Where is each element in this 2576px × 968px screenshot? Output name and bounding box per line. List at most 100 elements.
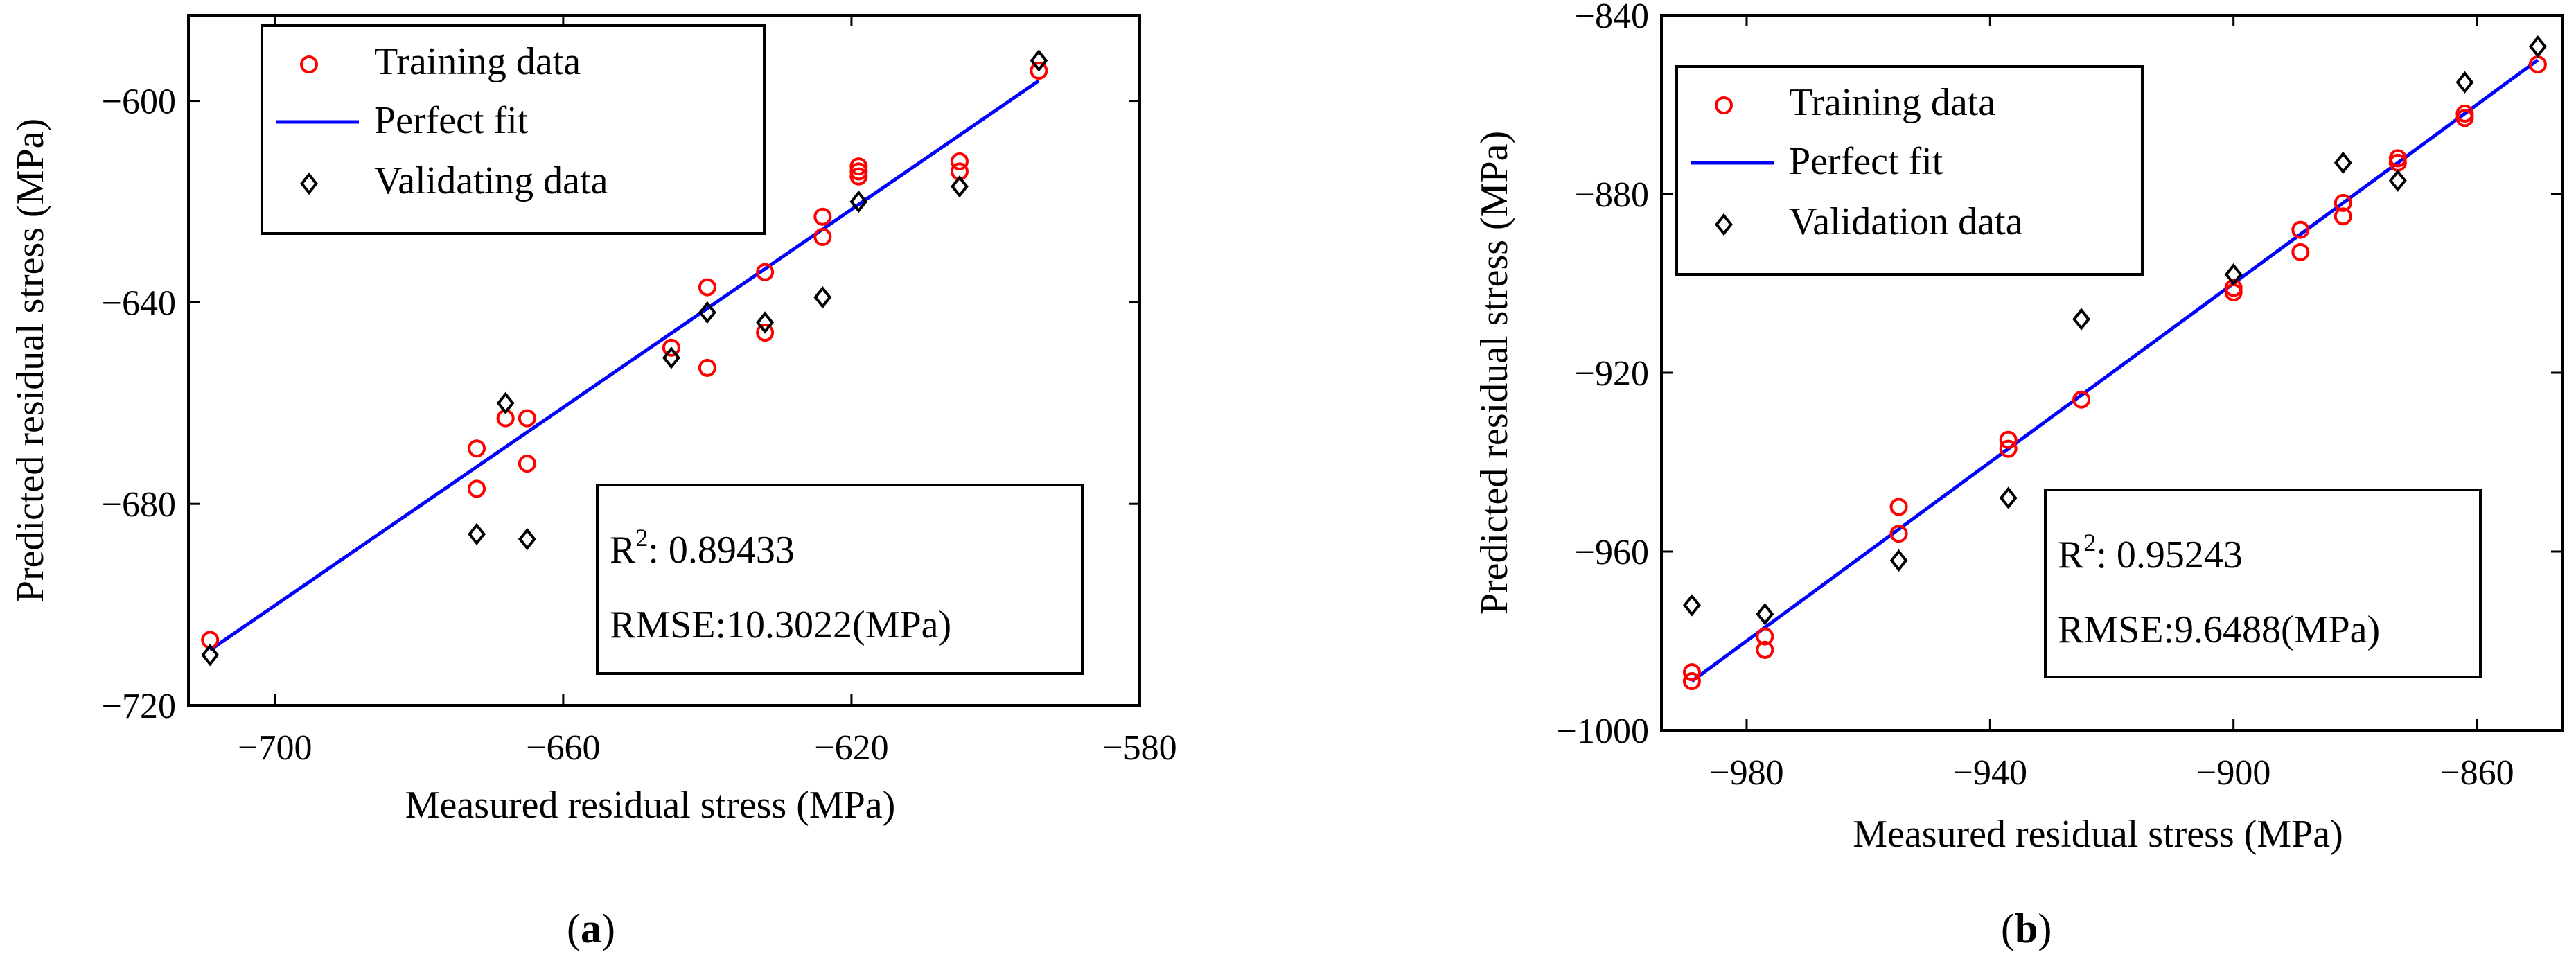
training-point: [1682, 672, 1701, 691]
legend-training-marker: [1715, 96, 1733, 114]
plot-frame: [187, 14, 1141, 707]
training-point: [2224, 279, 2243, 297]
training-point: [698, 278, 716, 297]
training-point: [2455, 104, 2474, 123]
training-point: [2334, 193, 2352, 212]
training-point: [2334, 207, 2352, 226]
validation-point: [2388, 169, 2407, 192]
validation-point: [468, 522, 486, 546]
perfect-fit-line: [1691, 58, 2539, 683]
training-point: [1999, 439, 2018, 458]
training-point: [756, 324, 775, 342]
validation-point: [1756, 603, 1774, 626]
panel-label-close: ): [2038, 906, 2052, 951]
x-tick-label: −940: [1953, 753, 2027, 793]
training-point: [662, 338, 680, 357]
training-point: [518, 409, 536, 428]
validation-point: [2334, 151, 2352, 175]
stats-box: [596, 484, 1084, 675]
panel-label-close: ): [601, 906, 615, 951]
r-squared-superscript: 2: [635, 524, 648, 552]
validation-point: [1030, 49, 1048, 72]
panel-label-letter: a: [581, 906, 601, 951]
legend-entry-label: Training data: [1789, 81, 1995, 124]
validation-point: [951, 175, 969, 198]
y-tick-label: −720: [102, 687, 176, 726]
legend-entry-label: Validation data: [1789, 200, 2023, 243]
training-point: [1030, 61, 1048, 80]
x-tick-label: −700: [238, 728, 312, 768]
training-point: [756, 263, 775, 281]
validation-point: [1682, 594, 1701, 617]
x-tick-label: −580: [1102, 728, 1176, 768]
r-squared-superscript: 2: [2083, 529, 2096, 556]
rmse-label: RMSE:10.3022(MPa): [610, 604, 951, 646]
training-point: [1756, 627, 1774, 646]
y-axis-label: Predicted residual stress (MPa): [1473, 131, 1516, 615]
legend-entry-label: Training data: [374, 40, 581, 83]
panel-label: (b): [2001, 906, 2052, 951]
y-tick-label: −880: [1575, 175, 1649, 215]
y-tick-label: −920: [1575, 354, 1649, 394]
training-point: [1999, 430, 2018, 449]
y-axis-label: Predicted residual stress (MPa): [9, 118, 52, 602]
training-point: [813, 207, 832, 226]
training-point: [2072, 390, 2091, 409]
x-tick-label: −900: [2196, 753, 2270, 793]
training-point: [2291, 220, 2310, 239]
legend-box: [261, 24, 766, 235]
panel-label-letter: b: [2015, 906, 2038, 951]
validation-point: [1889, 549, 1908, 572]
training-point: [1889, 498, 1908, 516]
validation-point: [2224, 263, 2243, 286]
training-point: [468, 439, 486, 458]
validation-point: [1999, 486, 2018, 509]
r-squared-symbol: R: [2058, 534, 2084, 577]
x-axis-label: Measured residual stress (MPa): [1853, 813, 2343, 856]
training-point: [849, 167, 868, 186]
panel-label-open: (: [2001, 906, 2015, 951]
y-tick-label: −960: [1575, 533, 1649, 572]
validation-point: [2072, 308, 2091, 331]
legend-training-marker: [300, 55, 318, 73]
validation-point: [756, 311, 775, 334]
x-tick-label: −860: [2440, 753, 2514, 793]
stats-box: [2044, 489, 2482, 678]
training-point: [2291, 243, 2310, 261]
x-axis-label: Measured residual stress (MPa): [405, 784, 896, 827]
validation-point: [698, 301, 716, 324]
x-tick-label: −980: [1709, 753, 1783, 793]
legend-box: [1675, 65, 2144, 276]
validation-point: [662, 346, 680, 369]
r-squared-value: : 0.95243: [2096, 534, 2243, 577]
y-tick-label: −840: [1575, 0, 1649, 36]
chart-b: −980 −940 −900 −860 −840 −880 −920 −960 −1000 Mea…: [1473, 0, 2564, 951]
r-squared-label: R2: 0.95243: [2058, 529, 2243, 577]
training-point: [849, 162, 868, 181]
x-tick-label: −660: [526, 728, 600, 768]
y-tick-label: −600: [102, 82, 176, 122]
x-tick-label: −620: [814, 728, 888, 768]
y-tick-label: −640: [102, 283, 176, 323]
chart-a: −700 −660 −620 −580 −600 −640 −680 −720 Measured…: [9, 14, 1177, 951]
validation-point: [496, 391, 515, 414]
legend-entry-label: Perfect fit: [374, 99, 529, 142]
training-point: [1682, 663, 1701, 682]
training-point: [849, 157, 868, 176]
legend-validation-marker: [1715, 213, 1733, 236]
training-point: [950, 152, 969, 170]
validation-point: [813, 285, 832, 309]
training-point: [1889, 525, 1908, 543]
y-tick-label: −1000: [1557, 712, 1649, 751]
validation-point: [201, 644, 220, 667]
panel-label: (a): [567, 906, 615, 951]
legend-validation-marker: [300, 172, 318, 195]
training-point: [813, 227, 832, 246]
validation-point: [2528, 35, 2547, 58]
r-squared-label: R2: 0.89433: [610, 524, 795, 572]
validation-point: [849, 190, 868, 213]
perfect-fit-line: [209, 79, 1040, 652]
legend-entry-label: Validating data: [374, 159, 608, 202]
training-point: [468, 479, 486, 498]
